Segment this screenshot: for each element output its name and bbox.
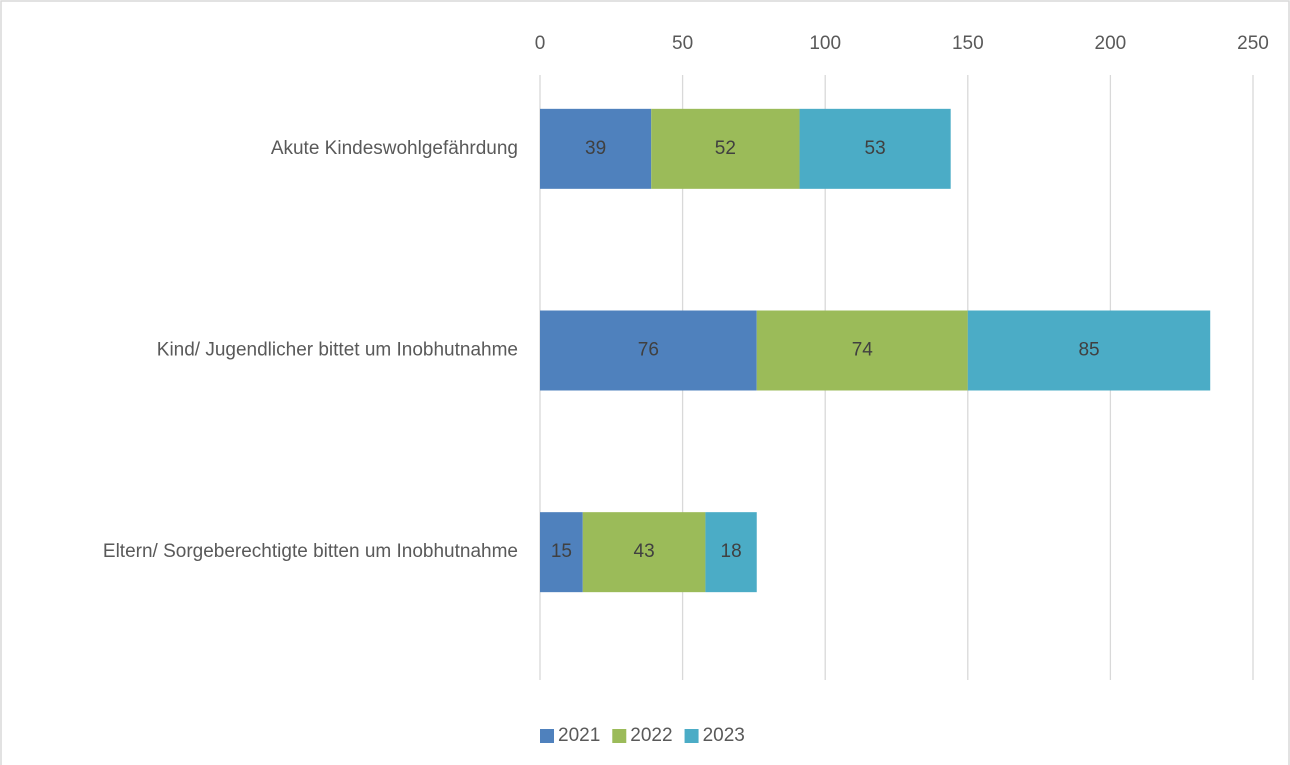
x-tick-label: 100 — [809, 33, 841, 54]
x-tick-label: 0 — [535, 33, 546, 54]
bar — [705, 512, 757, 593]
data-label: 18 — [721, 541, 742, 562]
data-label: 53 — [865, 138, 886, 159]
x-tick-label: 250 — [1237, 33, 1269, 54]
legend-label: 2023 — [703, 725, 745, 746]
bar — [540, 512, 583, 593]
bar — [756, 310, 968, 391]
y-tick-label: Eltern/ Sorgeberechtigte bitten um Inobh… — [103, 541, 518, 562]
data-label: 43 — [634, 541, 655, 562]
legend-swatch — [684, 729, 699, 743]
legend-swatch — [612, 729, 627, 743]
bar — [799, 108, 951, 189]
bar — [540, 108, 652, 189]
data-label: 15 — [551, 541, 572, 562]
x-tick-label: 150 — [952, 33, 984, 54]
bar — [582, 512, 706, 593]
y-tick-label: Kind/ Jugendlicher bittet um Inobhutnahm… — [157, 340, 518, 361]
bar — [540, 310, 757, 391]
data-label: 74 — [852, 340, 874, 361]
x-tick-label: 50 — [672, 33, 693, 54]
data-label: 85 — [1078, 340, 1099, 361]
legend-label: 2021 — [558, 725, 600, 746]
bar — [651, 108, 800, 189]
data-label: 39 — [585, 138, 606, 159]
data-label: 52 — [715, 138, 736, 159]
x-tick-label: 200 — [1095, 33, 1127, 54]
y-tick-label: Akute Kindeswohlgefährdung — [271, 138, 518, 159]
legend-swatch — [540, 729, 554, 743]
bar — [967, 310, 1211, 391]
data-label: 76 — [638, 340, 659, 361]
legend-label: 2022 — [630, 725, 672, 746]
